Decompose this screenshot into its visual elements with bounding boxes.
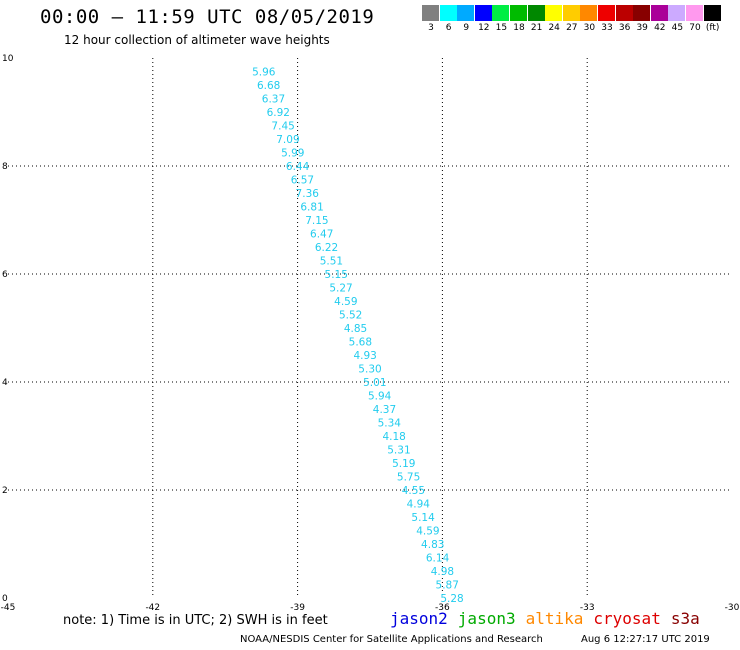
colorbar-label: 42 xyxy=(654,23,666,33)
wave-height-label: 6.57 xyxy=(291,175,314,187)
wave-height-label: 7.45 xyxy=(271,121,294,133)
colorbar-swatch xyxy=(492,5,510,21)
wave-height-label: 5.51 xyxy=(320,256,343,268)
wave-height-label: 6.47 xyxy=(310,229,333,241)
colorbar-swatch xyxy=(615,5,633,21)
colorbar-swatch xyxy=(562,5,580,21)
wave-height-label: 5.28 xyxy=(440,593,463,605)
wave-height-label: 4.18 xyxy=(382,431,405,443)
colorbar-swatch xyxy=(633,5,651,21)
wave-height-label: 7.09 xyxy=(276,134,299,146)
colorbar-label: 18 xyxy=(513,23,525,33)
colorbar-swatch xyxy=(439,5,457,21)
colorbar-label: 36 xyxy=(618,23,631,33)
colorbar-label: 30 xyxy=(583,23,596,33)
colorbar-label: 45 xyxy=(671,23,684,33)
wave-height-label: 5.27 xyxy=(329,283,352,295)
y-tick-label: 2 xyxy=(2,486,8,496)
colorbar-swatch xyxy=(474,5,492,21)
wave-height-label: 6.22 xyxy=(315,242,338,254)
colorbar-label: 70 xyxy=(689,23,701,33)
colorbar-label: 24 xyxy=(548,23,560,33)
y-tick-label: 8 xyxy=(2,162,8,172)
generated-timestamp: Aug 6 12:27:17 UTC 2019 xyxy=(581,634,710,645)
wave-height-label: 5.30 xyxy=(358,364,381,376)
satellite-legend-item: s3a xyxy=(670,609,700,628)
wave-height-label: 5.96 xyxy=(252,67,276,79)
x-tick-label: -36 xyxy=(435,603,450,613)
wave-height-label: 6.14 xyxy=(426,553,450,565)
y-tick-label: 0 xyxy=(2,594,8,604)
colorbar-label: 12 xyxy=(478,23,490,33)
wave-height-label: 6.44 xyxy=(286,161,310,173)
satellite-legend-item: cryosat xyxy=(593,609,661,628)
wave-height-label: 4.94 xyxy=(407,499,431,511)
wave-height-label: 5.19 xyxy=(392,458,415,470)
wave-height-label: 5.31 xyxy=(387,445,410,457)
wave-height-label: 5.34 xyxy=(378,418,402,430)
wave-height-label: 4.85 xyxy=(344,323,367,335)
colorbar-label: 39 xyxy=(636,23,648,33)
units-note: note: 1) Time is in UTC; 2) SWH is in fe… xyxy=(63,613,328,628)
colorbar-label: 15 xyxy=(495,23,508,33)
wave-height-label: 5.99 xyxy=(281,148,304,160)
wave-height-label: 5.15 xyxy=(325,269,348,281)
wave-height-label: 6.68 xyxy=(257,80,280,92)
colorbar-swatch xyxy=(580,5,598,21)
wave-height-label: 4.59 xyxy=(334,296,357,308)
colorbar-label: 21 xyxy=(530,23,543,33)
x-tick-label: -45 xyxy=(1,603,16,613)
y-tick-label: 10 xyxy=(2,54,14,64)
x-tick-label: -42 xyxy=(145,603,160,613)
wave-height-label: 6.92 xyxy=(267,107,290,119)
credit-line: NOAA/NESDIS Center for Satellite Applica… xyxy=(240,634,543,645)
y-tick-label: 4 xyxy=(2,378,8,388)
colorbar-swatch xyxy=(510,5,527,21)
wave-height-label: 4.55 xyxy=(402,485,425,497)
colorbar-label: 3 xyxy=(428,23,434,33)
x-tick-label: -33 xyxy=(580,603,595,613)
satellite-legend: jason2 jason3 altika cryosat s3a xyxy=(390,609,710,628)
wave-height-label: 7.36 xyxy=(296,188,320,200)
colorbar-swatch xyxy=(686,5,703,21)
colorbar-swatch xyxy=(598,5,615,21)
chart-subtitle: 12 hour collection of altimeter wave hei… xyxy=(64,33,330,47)
wave-height-label: 6.81 xyxy=(300,202,323,214)
wave-height-label: 6.37 xyxy=(262,94,285,106)
wave-height-colorbar: 3 6 9 12 15 18 21 24 27 30 33 36 39 42 45 70 (ft) xyxy=(422,5,734,35)
wave-height-label: 5.68 xyxy=(349,337,372,349)
colorbar-label: (ft) xyxy=(705,23,720,33)
wave-height-label: 5.14 xyxy=(411,512,435,524)
colorbar-swatch xyxy=(668,5,686,21)
wave-height-label: 5.94 xyxy=(368,391,392,403)
wave-height-label: 4.59 xyxy=(416,526,439,538)
wave-height-label: 5.87 xyxy=(436,580,459,592)
colorbar-swatch xyxy=(650,5,668,21)
chart-title: 00:00 – 11:59 UTC 08/05/2019 xyxy=(40,6,375,28)
colorbar-swatch xyxy=(545,5,563,21)
colorbar-swatch xyxy=(457,5,475,21)
wave-height-label: 4.98 xyxy=(431,566,454,578)
colorbar-label: 27 xyxy=(566,23,578,33)
x-tick-label: -39 xyxy=(290,603,305,613)
colorbar-swatch xyxy=(703,5,721,21)
wave-height-label: 5.01 xyxy=(363,377,386,389)
colorbar-swatch xyxy=(422,5,439,21)
wave-height-label: 4.37 xyxy=(373,404,396,416)
satellite-legend-item: altika xyxy=(525,609,584,628)
wave-height-label: 4.83 xyxy=(421,539,444,551)
colorbar-label: 33 xyxy=(601,23,613,33)
wave-height-label: 4.93 xyxy=(353,350,376,362)
colorbar-swatch xyxy=(527,5,545,21)
satellite-legend-item: jason2 xyxy=(390,609,448,628)
colorbar-label: 9 xyxy=(463,23,470,33)
satellite-legend-item: jason3 xyxy=(457,609,516,628)
x-tick-label: -30 xyxy=(725,603,740,613)
wave-height-label: 5.52 xyxy=(339,310,362,322)
y-tick-label: 6 xyxy=(2,270,8,280)
colorbar-label: 6 xyxy=(445,23,452,33)
wave-height-label: 7.15 xyxy=(305,215,328,227)
wave-height-label: 5.75 xyxy=(397,472,420,484)
